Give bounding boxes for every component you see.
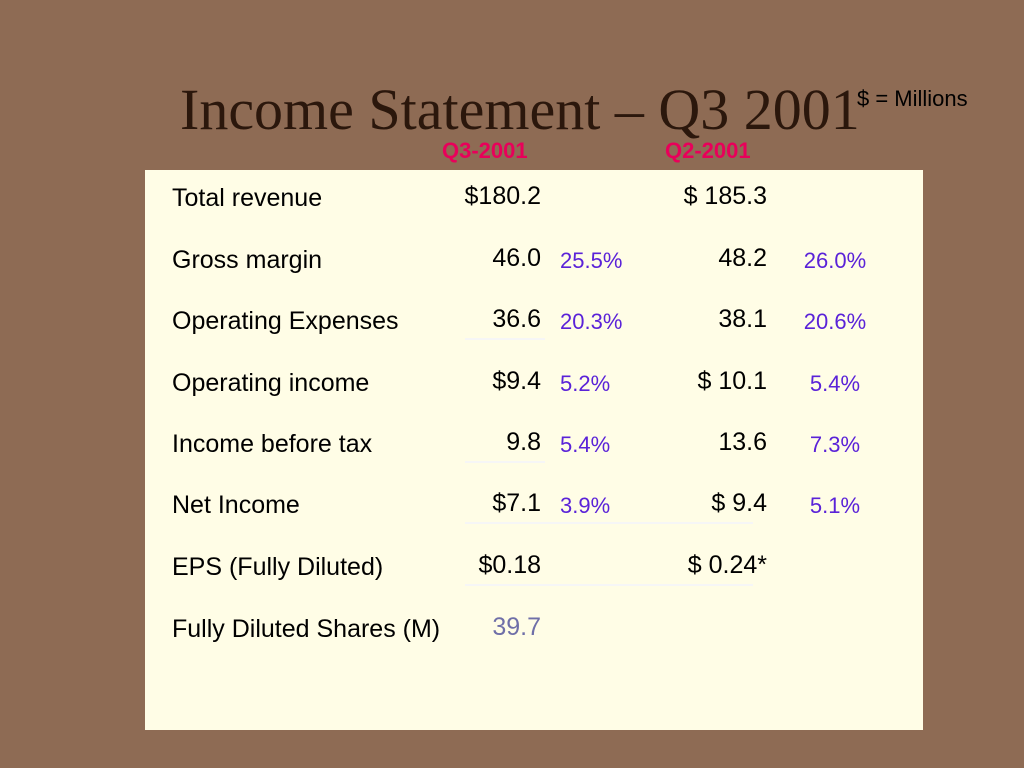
q2-value: $ 10.1	[697, 367, 767, 395]
column-header-q2: Q2-2001	[665, 138, 751, 163]
underline	[465, 522, 753, 524]
underline	[465, 338, 545, 340]
q2-percent: 26.0%	[803, 248, 867, 273]
row-label: Gross margin	[172, 246, 323, 274]
q3-value: 9.8	[506, 428, 541, 456]
q2-value: $ 0.24*	[687, 551, 767, 579]
q3-value: $7.1	[492, 489, 541, 517]
column-header-q3: Q3-2001	[442, 138, 528, 163]
table-row-gross-margin: Gross margin 46.0 25.5% 48.2 26.0%	[145, 234, 923, 274]
units-note: $ = Millions	[857, 86, 968, 111]
table-row-operating-income: Operating income $9.4 5.2% $ 10.1 5.4%	[145, 357, 923, 397]
row-label: Income before tax	[172, 430, 373, 458]
q3-percent: 3.9%	[560, 493, 611, 518]
q3-percent: 25.5%	[560, 248, 623, 273]
table-row-total-revenue: Total revenue $180.2 $ 185.3	[145, 172, 923, 212]
q3-value: 46.0	[492, 244, 541, 272]
table-row-net-income: Net Income $7.1 3.9% $ 9.4 5.1%	[145, 479, 923, 524]
q3-value: 36.6	[492, 305, 541, 333]
q2-value: $ 185.3	[683, 182, 767, 210]
q2-percent: 20.6%	[803, 309, 867, 334]
slide-title: Income Statement – Q3 2001	[180, 77, 860, 142]
row-label: EPS (Fully Diluted)	[172, 553, 384, 581]
q3-percent: 20.3%	[560, 309, 623, 334]
q2-percent: 5.1%	[809, 493, 861, 518]
q2-value: $ 9.4	[711, 489, 767, 517]
q2-value: 48.2	[718, 244, 767, 272]
underline	[465, 584, 753, 586]
row-label: Net Income	[172, 491, 300, 519]
q3-percent: 5.4%	[560, 432, 611, 457]
q3-value: $9.4	[492, 367, 541, 395]
q3-value: $0.18	[478, 551, 541, 579]
q3-percent: 5.2%	[560, 371, 611, 396]
row-label: Operating Expenses	[172, 307, 399, 335]
underline	[465, 461, 545, 463]
income-table: Total revenue $180.2 $ 185.3 Gross margi…	[145, 170, 923, 730]
table-row-operating-expenses: Operating Expenses 36.6 20.3% 38.1 20.6%	[145, 295, 923, 340]
row-label: Operating income	[172, 369, 370, 397]
row-label: Total revenue	[172, 184, 323, 212]
q2-percent: 5.4%	[809, 371, 861, 396]
q2-value: 13.6	[718, 428, 767, 456]
table-row-income-before-tax: Income before tax 9.8 5.4% 13.6 7.3%	[145, 418, 923, 463]
table-row-eps: EPS (Fully Diluted) $0.18 $ 0.24*	[145, 541, 923, 586]
row-label: Fully Diluted Shares (M)	[172, 615, 441, 643]
table-row-diluted-shares: Fully Diluted Shares (M) 39.7	[145, 603, 923, 643]
q2-value: 38.1	[718, 305, 767, 333]
q2-percent: 7.3%	[809, 432, 861, 457]
q3-value: 39.7	[492, 613, 541, 641]
q3-value: $180.2	[464, 182, 541, 210]
